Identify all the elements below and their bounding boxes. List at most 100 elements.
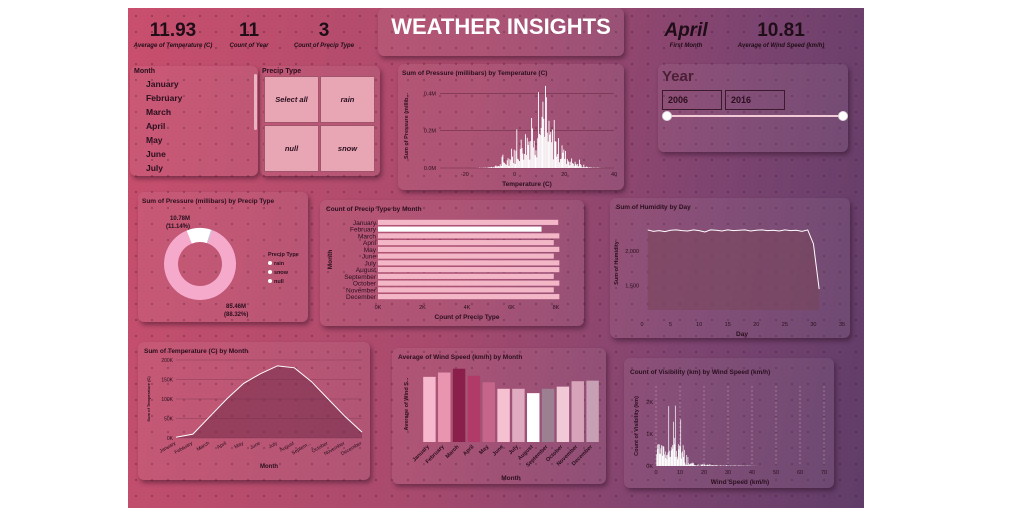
kpi-label: Count of Precip Type <box>293 43 355 49</box>
precip-month-chart: Count of Precip Type by Month January Febr… <box>320 200 584 326</box>
y-tick-label: 1K <box>646 432 653 438</box>
kpi-value: 3 <box>318 20 330 41</box>
x-tick-label: 0 <box>513 172 516 178</box>
wind-month-svg: Average of Wind Speed (km/h) by MonthJan… <box>398 354 599 482</box>
month-bar <box>378 280 560 286</box>
x-tick-label: 70 <box>821 470 827 476</box>
precip-snow[interactable]: snow <box>320 125 375 172</box>
y-tick-label: 1,500 <box>625 284 639 290</box>
month-item[interactable]: January <box>146 79 179 89</box>
month-bar <box>378 233 560 239</box>
year-start-handle[interactable] <box>662 111 672 121</box>
year-start-input[interactable]: 2006 <box>662 90 722 110</box>
x-tick-label: 25 <box>782 322 788 328</box>
chart-title: Sum of Humidity by Day <box>616 204 691 211</box>
pie-slice-snow <box>186 228 212 244</box>
year-slicer-title: Year <box>662 68 694 85</box>
y-tick-label: March <box>358 233 376 240</box>
pressure-temp-svg: Sum of Pressure (millibars) by Temperatu… <box>402 70 617 188</box>
y-tick-label: April <box>363 240 377 247</box>
x-axis-label: Month <box>501 475 521 482</box>
x-tick-label: 5 <box>669 322 672 328</box>
month-slicer: Month January February March April May J… <box>130 66 258 176</box>
humidity-day-svg: Sum of Humidity by Day 1,500 2,000 0 5 10 15 20… <box>614 204 845 338</box>
wind-bar <box>541 388 555 442</box>
wind-bar <box>452 368 466 442</box>
kpi-avg-wind: 10.81 Average of Wind Speed (km/h) <box>728 20 834 49</box>
x-tick-label: 50 <box>773 470 779 476</box>
x-tick-label: 20 <box>753 322 759 328</box>
slice-label-rain: 85.46M <box>226 304 246 310</box>
x-tick-label: 15 <box>725 322 731 328</box>
kpi-count-year: 11 Count of Year <box>218 20 280 49</box>
title-card: WEATHER INSIGHTS <box>378 8 624 56</box>
x-tick-label: -20 <box>461 172 469 178</box>
pie-slice-null <box>206 229 213 244</box>
x-tick-label: Septem... <box>291 441 313 457</box>
y-tick-label: 100K <box>161 397 173 403</box>
year-end-input[interactable]: 2016 <box>725 90 785 110</box>
visibility-wind-svg: Count of Visibility (km) by Wind Speed (… <box>630 369 827 486</box>
y-tick-label: 0.2M <box>424 129 437 135</box>
pressure-temp-chart: Sum of Pressure (millibars) by Temperatu… <box>398 64 624 190</box>
month-item[interactable]: July <box>146 163 164 173</box>
month-bar <box>378 260 560 266</box>
dashboard-canvas: 11.93 Average of Temperature (C) 11 Coun… <box>128 8 864 508</box>
y-tick-label: August <box>356 267 376 274</box>
month-bar <box>378 273 554 279</box>
kpi-label: Average of Temperature (C) <box>133 43 213 49</box>
precip-slicer-title: Precip Type <box>262 68 302 75</box>
month-item[interactable]: April <box>146 121 166 131</box>
x-tick-label: 60 <box>797 470 803 476</box>
kpi-value: 11 <box>238 20 260 41</box>
precip-null[interactable]: null <box>264 125 319 172</box>
pie-slice-rain <box>164 230 236 300</box>
y-tick-label: 0K <box>167 436 174 442</box>
chart-title: Sum of Pressure (millibars) by Temperatu… <box>402 70 547 77</box>
month-item[interactable]: May <box>146 135 163 145</box>
wind-bar <box>586 380 599 442</box>
month-item[interactable]: February <box>146 93 183 103</box>
x-tick-label: July <box>508 444 521 457</box>
chart-title: Count of Precip Type by Month <box>326 206 422 213</box>
y-tick-label: February <box>350 227 377 234</box>
wind-bar <box>571 381 584 442</box>
legend-entry: null <box>274 279 284 285</box>
y-tick-label: 2K <box>646 400 653 406</box>
x-tick-label: 10 <box>677 470 683 476</box>
legend-marker <box>268 270 272 274</box>
x-tick-label: 0K <box>375 305 382 311</box>
wind-bar <box>527 393 540 442</box>
kpi-value: 11.93 <box>149 20 197 41</box>
precip-select-all[interactable]: Select all <box>264 76 319 123</box>
x-tick-label: 0 <box>640 322 643 328</box>
wind-bar <box>438 372 451 442</box>
month-item[interactable]: March <box>146 107 172 117</box>
y-tick-label: July <box>364 260 376 267</box>
wind-bar <box>467 375 481 442</box>
y-tick-label: 0.0M <box>424 166 437 172</box>
x-tick-label: July <box>268 440 279 450</box>
y-tick-label: 150K <box>161 378 173 384</box>
month-slicer-scrollbar[interactable] <box>254 74 257 130</box>
chart-title: Average of Wind Speed (km/h) by Month <box>398 354 522 361</box>
month-bar <box>378 219 559 225</box>
legend-marker <box>268 261 272 265</box>
precip-rain[interactable]: rain <box>320 76 375 123</box>
x-tick-label: 40 <box>749 470 755 476</box>
x-tick-label: March <box>196 440 211 452</box>
x-tick-label: 35 <box>839 322 845 328</box>
kpi-label: Average of Wind Speed (km/h) <box>737 43 825 49</box>
x-tick-label: 30 <box>725 470 731 476</box>
x-axis-label: Temperature (C) <box>502 181 552 188</box>
chart-title: Sum of Pressure (millibars) by Precip Ty… <box>142 198 274 205</box>
month-item[interactable]: June <box>146 149 166 159</box>
temp-area <box>176 365 362 438</box>
wind-bar <box>556 386 570 442</box>
kpi-label: First Month <box>669 43 703 49</box>
x-tick-label: 0 <box>654 470 657 476</box>
year-end-handle[interactable] <box>838 111 848 121</box>
x-axis-label: Month <box>260 464 278 470</box>
x-tick-label: March <box>445 444 461 460</box>
y-axis-label: Sum of Pressure (millib... <box>404 93 410 159</box>
